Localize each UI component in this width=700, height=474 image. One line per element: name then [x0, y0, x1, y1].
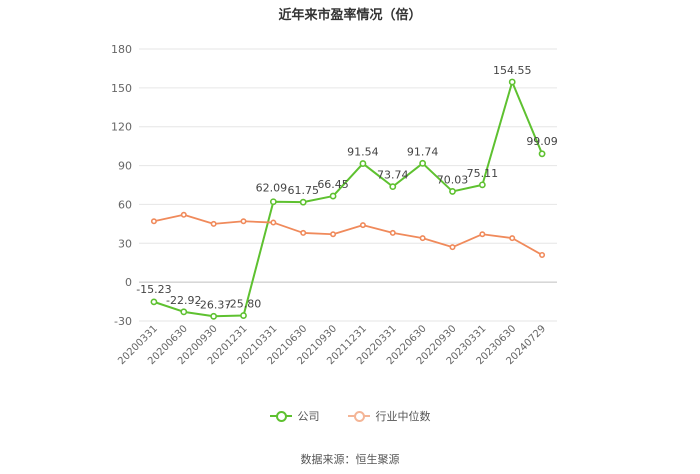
- data-point: [449, 244, 456, 251]
- series-line: [153, 80, 543, 318]
- legend-swatch-industry-median: [347, 410, 370, 422]
- y-tick-label: 90: [118, 160, 132, 173]
- data-point: [180, 211, 187, 218]
- data-label: 154.55: [493, 64, 532, 77]
- data-label: -25.80: [226, 298, 261, 311]
- data-point: [389, 229, 396, 236]
- data-point: [150, 218, 157, 225]
- legend-label-industry-median: 行业中位数: [375, 410, 431, 423]
- y-tick-label: 30: [118, 237, 132, 250]
- data-point: [478, 181, 486, 189]
- data-point: [509, 235, 516, 242]
- series-line: [153, 213, 543, 256]
- y-tick-label: 120: [111, 121, 132, 134]
- data-point: [300, 229, 307, 236]
- data-label: 91.54: [347, 146, 379, 159]
- y-tick-label: 0: [125, 276, 132, 289]
- chart-title: 近年来市盈率情况（倍）: [278, 8, 422, 23]
- data-label: 73.74: [377, 169, 409, 182]
- data-label: 66.45: [317, 178, 349, 191]
- data-source: 数据来源：恒生聚源: [300, 453, 400, 466]
- y-tick-label: 60: [118, 198, 132, 211]
- data-label: -15.23: [136, 283, 171, 296]
- data-point: [210, 220, 217, 227]
- data-point: [240, 218, 247, 225]
- legend-label-company: 公司: [297, 410, 320, 423]
- data-label: 91.74: [407, 145, 439, 158]
- data-point: [330, 231, 337, 238]
- data-point: [508, 78, 516, 86]
- data-point: [538, 150, 546, 158]
- legend-item-company[interactable]: 公司: [269, 408, 320, 424]
- data-label: -22.92: [166, 294, 201, 307]
- data-point: [180, 308, 188, 316]
- data-point: [479, 231, 486, 238]
- legend-item-industry-median[interactable]: 行业中位数: [347, 408, 431, 424]
- data-point: [419, 159, 427, 167]
- data-point: [359, 222, 366, 229]
- data-label: -26.37: [196, 298, 231, 311]
- data-point: [419, 235, 426, 242]
- data-point: [359, 160, 367, 167]
- data-point: [270, 219, 277, 226]
- data-label: 61.75: [287, 184, 319, 197]
- data-label: 62.09: [256, 182, 288, 195]
- chart-legend: 公司 行业中位数: [0, 408, 700, 424]
- data-point: [240, 312, 247, 319]
- data-label: 70.03: [437, 173, 469, 186]
- data-label: 99.09: [526, 135, 558, 148]
- y-tick-label: 180: [111, 43, 132, 56]
- data-point: [269, 198, 277, 206]
- chart-plot: -300306090120150180202003312020063020200…: [111, 43, 558, 367]
- data-point: [389, 183, 397, 191]
- y-tick-label: 150: [111, 82, 132, 95]
- y-tick-label: -30: [114, 315, 132, 328]
- data-point: [299, 198, 307, 206]
- legend-swatch-company: [269, 410, 292, 422]
- data-point: [329, 192, 337, 200]
- data-point: [539, 251, 546, 258]
- data-point: [150, 298, 158, 306]
- data-point: [449, 188, 456, 195]
- data-point: [210, 312, 218, 320]
- data-label: 75.11: [467, 167, 499, 180]
